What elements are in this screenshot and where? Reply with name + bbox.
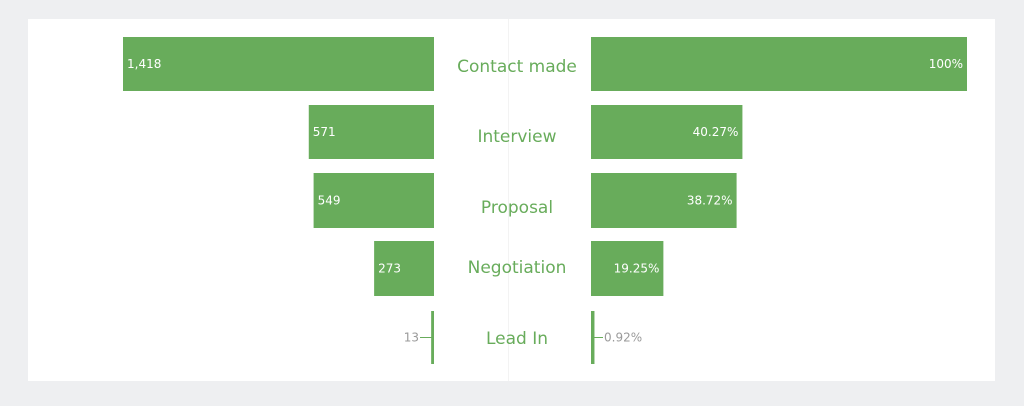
category-label-2: Proposal	[481, 198, 553, 218]
category-label-4: Lead In	[486, 329, 548, 349]
percent-bar-2	[591, 173, 737, 228]
count-label-1: 571	[313, 125, 336, 139]
count-label-0: 1,418	[127, 57, 161, 71]
percent-label-3: 19.25%	[614, 262, 660, 276]
count-label-4: 13	[404, 331, 419, 345]
percent-label-2: 38.72%	[687, 194, 733, 208]
percent-bar-3	[591, 241, 664, 296]
percent-bar-1	[591, 105, 743, 159]
category-label-1: Interview	[477, 127, 556, 147]
percent-bar-0	[591, 37, 967, 91]
count-bar-1	[308, 105, 434, 159]
percent-label-0: 100%	[929, 57, 963, 71]
count-bar-3	[374, 241, 434, 296]
center-divider	[508, 19, 509, 381]
count-label-2: 549	[318, 194, 341, 208]
percent-label-4: 0.92%	[604, 331, 642, 345]
count-bar-2	[313, 173, 434, 228]
count-label-3: 273	[378, 262, 401, 276]
percent-label-1: 40.27%	[693, 125, 739, 139]
category-label-0: Contact made	[457, 57, 577, 77]
category-label-3: Negotiation	[468, 258, 567, 278]
count-bar-0	[123, 37, 434, 91]
